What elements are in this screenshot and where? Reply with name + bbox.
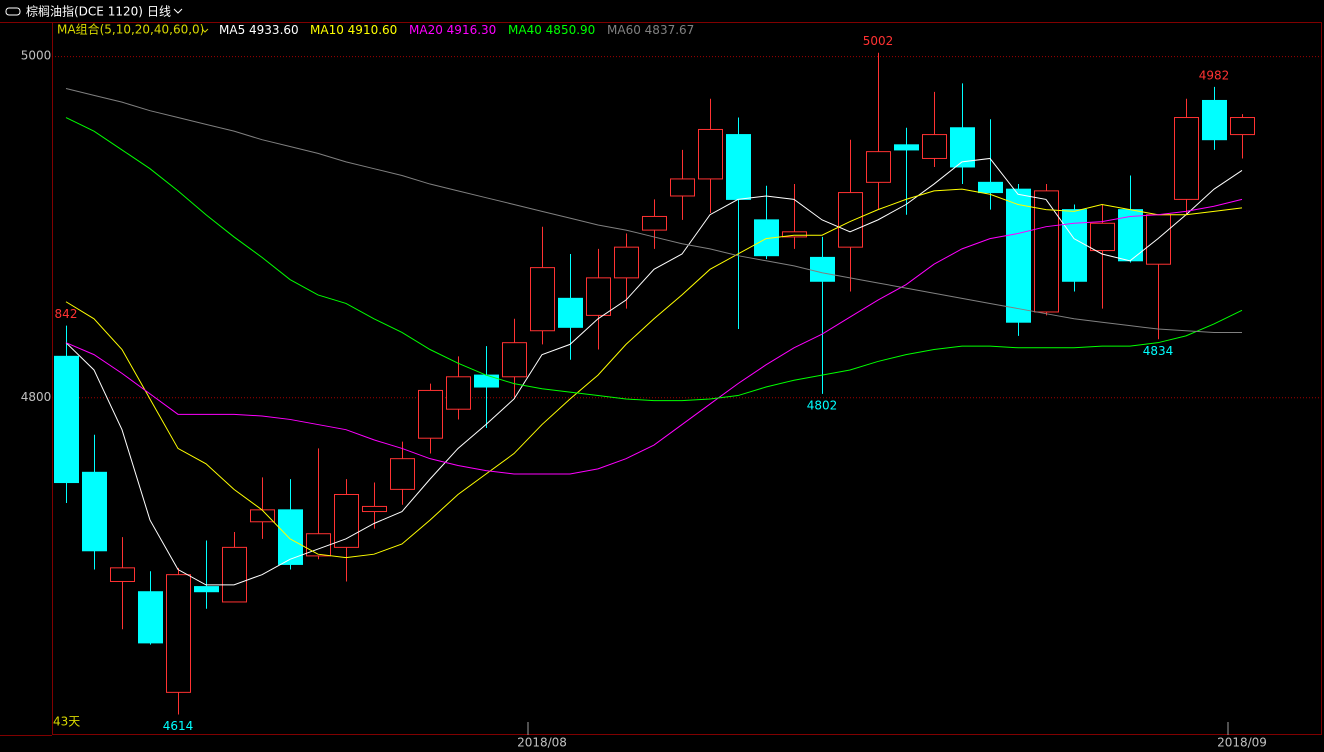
candle-body	[894, 144, 919, 151]
candle-body	[782, 231, 807, 238]
legend-name: MA10	[310, 23, 344, 37]
candles	[54, 52, 1255, 715]
high-label: 5002	[863, 34, 894, 48]
y-tick-label: 5000	[21, 49, 52, 63]
ma-line	[65, 88, 1242, 333]
legend-entry: MA60 4837.67	[607, 23, 694, 37]
candle-body	[250, 509, 275, 523]
candle-body	[82, 471, 107, 552]
candle-body	[278, 509, 303, 565]
high-label: 842	[55, 307, 78, 321]
indicator-dropdown[interactable]	[201, 28, 209, 33]
legend-entry: MA20 4916.30	[409, 23, 496, 37]
legend-value: 4837.67	[645, 23, 695, 37]
candle-body	[1062, 209, 1087, 282]
low-label: 4834	[1143, 344, 1174, 358]
candle-body	[418, 389, 443, 439]
candle-body	[698, 128, 723, 180]
candle-body	[670, 178, 695, 197]
legend-name: MA40	[508, 23, 542, 37]
candle-body	[334, 493, 359, 548]
candle-body	[110, 567, 135, 582]
candle-body	[54, 355, 79, 484]
candle-body	[166, 574, 191, 693]
header: 棕榈油指(DCE 1120) 日线	[5, 4, 183, 19]
ma-line	[65, 157, 1243, 586]
candle-body	[306, 533, 331, 557]
candle-body	[222, 546, 247, 603]
ma-line	[65, 188, 1243, 559]
instrument-title: 棕榈油指(DCE 1120)	[26, 4, 143, 19]
candle-body	[390, 458, 415, 490]
candle-body	[474, 374, 499, 388]
legend-value: 4933.60	[249, 23, 299, 37]
legend-value: 4850.90	[546, 23, 596, 37]
low-label: 4614	[163, 719, 194, 733]
indicator-label[interactable]: MA组合(5,10,20,40,60,0)	[57, 22, 204, 37]
legend-name: MA60	[607, 23, 641, 37]
candle-body	[1006, 188, 1031, 323]
high-label: 4982	[1199, 68, 1230, 82]
legend-name: MA5	[219, 23, 245, 37]
candle-body	[502, 342, 527, 378]
candle-body	[838, 192, 863, 248]
candle-body	[362, 505, 387, 513]
candle-body	[1146, 214, 1171, 265]
ma-line	[65, 198, 1243, 475]
candle-body	[810, 256, 835, 282]
x-tick-label: 2018/08	[517, 736, 567, 750]
plot-frame	[52, 22, 1322, 735]
candle-body	[1174, 117, 1199, 200]
y-tick-label: 4800	[21, 390, 52, 404]
legend-value: 4916.30	[447, 23, 497, 37]
period[interactable]: 日线	[147, 5, 171, 19]
candle-body	[726, 134, 751, 200]
candle-body	[586, 277, 611, 316]
candle-body	[446, 376, 471, 410]
candle-body	[194, 586, 219, 593]
candle-body	[138, 591, 163, 644]
candle-body	[1090, 222, 1115, 252]
legend-name: MA20	[409, 23, 443, 37]
candle-body	[922, 134, 947, 159]
period-dropdown[interactable]	[173, 8, 183, 14]
candle-body	[614, 246, 639, 279]
day-count: 43天	[53, 715, 80, 729]
legend-entry: MA10 4910.60	[310, 23, 397, 37]
candle-body	[1202, 99, 1227, 141]
x-tick-label: 2018/09	[1217, 736, 1267, 750]
legend-entry: MA5 4933.60	[219, 23, 299, 37]
candle-body	[530, 267, 555, 332]
candle-body	[558, 297, 583, 328]
menu-icon[interactable]	[5, 7, 21, 16]
candle-body	[978, 181, 1003, 194]
ma-line	[65, 117, 1243, 402]
low-label: 4802	[807, 398, 838, 412]
candle-body	[1034, 190, 1059, 313]
candle-body	[642, 215, 667, 231]
candle-body	[1230, 117, 1255, 136]
legend-value: 4910.60	[348, 23, 398, 37]
legend-entry: MA40 4850.90	[508, 23, 595, 37]
candle-body	[866, 151, 891, 183]
